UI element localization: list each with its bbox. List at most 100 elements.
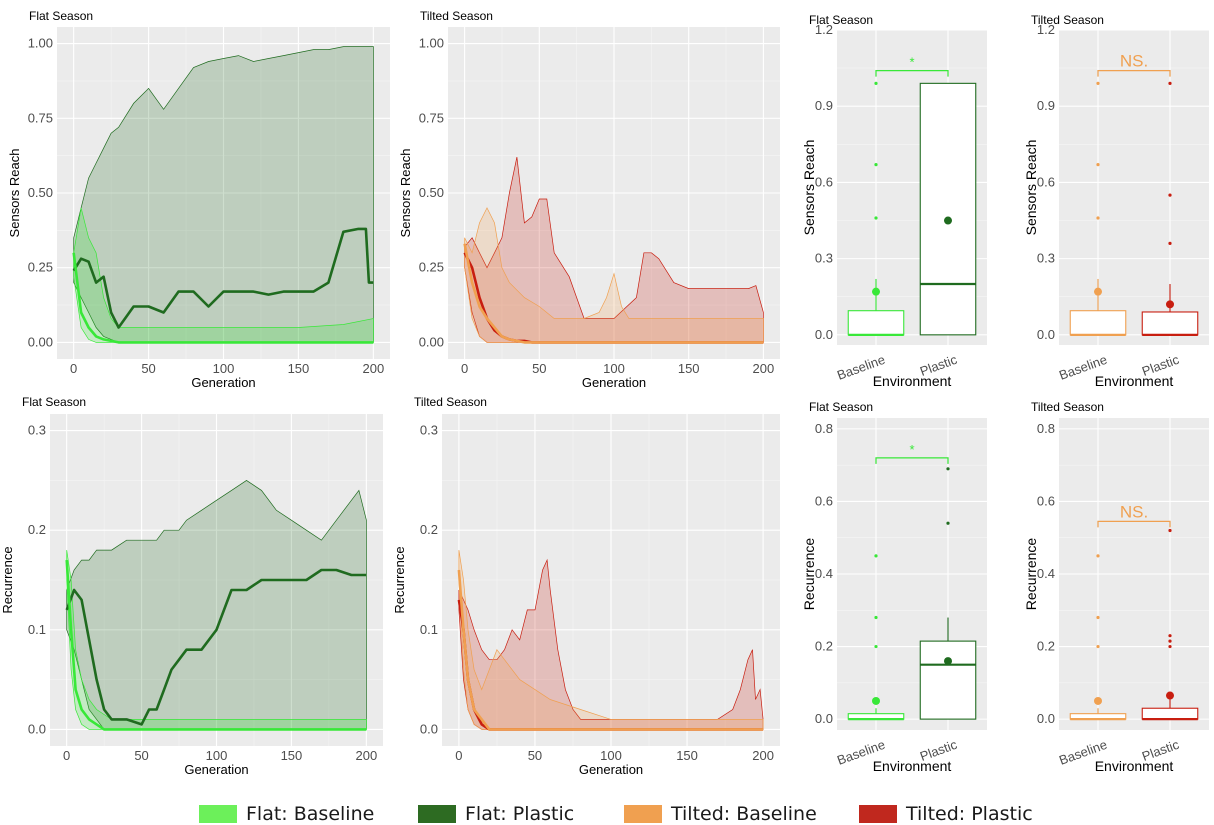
median-line (65, 560, 367, 731)
y-tick-label: 0.2 (28, 522, 46, 537)
outlier-point (1168, 634, 1172, 638)
x-axis-title: Environment (1095, 758, 1174, 774)
y-tick-label: 0.2 (1037, 639, 1055, 654)
legend-swatch (418, 805, 456, 823)
box (1141, 707, 1199, 720)
median-line (72, 227, 374, 329)
panel-title: Flat Season (22, 395, 86, 409)
x-tick-label: 50 (528, 748, 542, 763)
x-axis-title: Generation (579, 762, 643, 777)
outlier-point (874, 644, 878, 649)
y-tick-label: 0.0 (815, 327, 833, 342)
outlier-point (1168, 241, 1172, 245)
outlier-point (1168, 81, 1172, 85)
x-tick-label: 50 (134, 748, 148, 763)
box (919, 640, 977, 720)
y-tick-label: 0.75 (419, 110, 444, 125)
y-axis-title: Recurrence (392, 546, 407, 613)
mean-point (1094, 696, 1102, 705)
y-tick-label: 1.00 (419, 36, 444, 51)
y-axis-title: Recurrence (0, 546, 15, 613)
mean-point (872, 287, 880, 296)
panel-title: Flat Season (809, 400, 873, 414)
panel-title: Tilted Season (414, 395, 487, 409)
x-tick-label: 0 (63, 748, 70, 763)
line_sensors_tilted-panel: Tilted Season 0 50 100 150 200 0.00 0.25 0.50 0.7… (398, 9, 780, 390)
y-tick-label: 1.2 (1037, 22, 1055, 37)
y-tick-label: 0.2 (815, 639, 833, 654)
outlier-point (1168, 528, 1172, 533)
median-line (72, 252, 374, 344)
y-tick-label: 0.00 (28, 334, 53, 349)
y-tick-label: 1.00 (28, 36, 53, 51)
y-tick-label: 0.6 (1037, 174, 1055, 189)
mean-point (944, 657, 952, 666)
outlier-point (1168, 639, 1172, 643)
x-axis-title: Environment (873, 758, 952, 774)
outlier-point (874, 163, 878, 167)
x-tick-label: 100 (603, 361, 625, 376)
y-tick-label: 0.3 (28, 423, 46, 438)
outlier-point (1096, 554, 1100, 558)
x-tick-label: 150 (678, 361, 700, 376)
legend-label: Tilted: Baseline (670, 803, 817, 825)
y-axis-title: Sensors Reach (1023, 140, 1039, 236)
y-axis-title: Recurrence (801, 538, 817, 611)
median-line (65, 568, 367, 726)
legend-label: Flat: Baseline (246, 803, 374, 825)
x-tick-label: 0 (461, 361, 468, 376)
y-tick-label: 0.2 (420, 522, 438, 537)
outlier-point (1096, 615, 1100, 620)
y-tick-label: 0.4 (815, 566, 833, 581)
y-tick-label: 0.75 (28, 110, 53, 125)
outlier-point (1096, 81, 1100, 85)
significance-bracket (875, 70, 949, 77)
y-axis-title: Sensors Reach (801, 140, 817, 236)
x-axis-title: Environment (873, 373, 952, 389)
significance-bracket (1097, 520, 1171, 528)
legend-swatch (859, 805, 897, 823)
y-tick-label: 0.4 (1037, 566, 1055, 581)
line_sensors_flat-panel: Flat Season 0 50 100 150 200 0.00 0.25 0.50 0.75 1… (7, 9, 390, 390)
y-tick-label: 0.25 (28, 260, 53, 275)
x-axis-title: Generation (191, 375, 255, 390)
box (847, 310, 905, 336)
legend-label: Tilted: Plastic (905, 803, 1033, 825)
y-tick-label: 0.25 (419, 260, 444, 275)
outlier-point (874, 216, 878, 220)
y-tick-label: 1.2 (815, 22, 833, 37)
y-tick-label: 0.3 (815, 251, 833, 266)
x-tick-label: 100 (206, 748, 228, 763)
median-line (463, 243, 764, 344)
y-tick-label: 0.8 (815, 421, 833, 436)
panel-title: Tilted Season (420, 9, 493, 23)
legend: Flat: Baseline Flat: Plastic Tilted: Basel… (199, 803, 1033, 825)
mean-point (1166, 300, 1174, 309)
box (1069, 310, 1127, 336)
outlier-point (874, 554, 878, 558)
mean-point (944, 216, 952, 225)
outlier-point (1096, 644, 1100, 649)
y-tick-label: 0.0 (1037, 327, 1055, 342)
y-axis-title: Sensors Reach (398, 149, 413, 238)
box (1141, 311, 1199, 336)
legend-label: Flat: Plastic (465, 803, 574, 825)
outlier-point (946, 521, 950, 525)
significance-label: * (909, 442, 914, 457)
outlier-point (1096, 163, 1100, 167)
significance-label: NS. (1120, 502, 1148, 521)
panel-title: Flat Season (809, 13, 873, 27)
y-tick-label: 0.8 (1037, 421, 1055, 436)
y-tick-label: 0.3 (420, 423, 438, 438)
x-tick-label: 200 (753, 361, 775, 376)
significance-bracket (875, 457, 949, 464)
x-axis-title: Generation (582, 375, 646, 390)
y-axis-title: Recurrence (1023, 538, 1039, 611)
x-tick-label: 0 (70, 361, 77, 376)
y-tick-label: 0.9 (1037, 98, 1055, 113)
y-tick-label: 0.6 (1037, 493, 1055, 508)
